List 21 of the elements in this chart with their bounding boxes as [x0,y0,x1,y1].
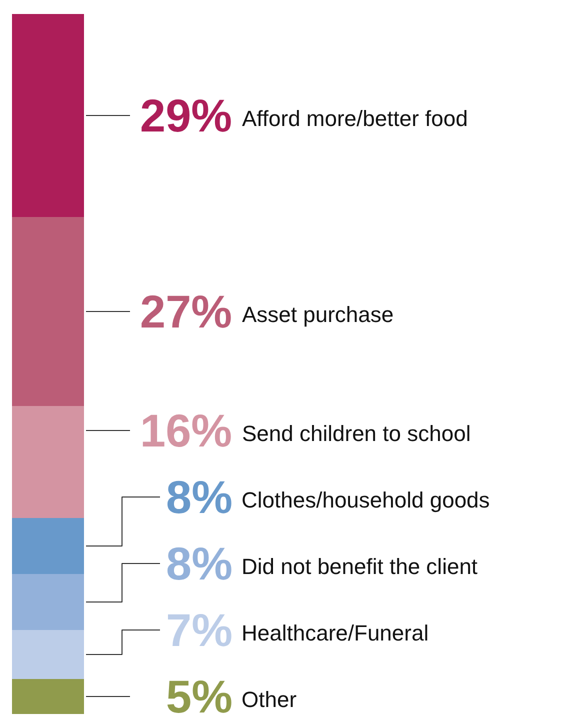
data-label: 8% [166,538,232,590]
bar [12,518,84,574]
data-label: 29% [140,90,232,142]
text: Asset purchase [242,302,394,327]
text: Other [242,687,297,712]
bar [12,406,84,518]
bar [12,630,84,679]
data-label: 16% [140,404,232,456]
data-label: 5% [166,670,232,722]
bar [12,574,84,630]
bar [12,679,84,714]
data-label: 8% [166,471,232,523]
bar [12,14,84,217]
text: Did not benefit the client [242,554,478,579]
data-label: 27% [140,286,232,338]
text: Send children to school [242,421,471,446]
bar [12,217,84,406]
text: Afford more/better food [242,106,468,131]
text: Healthcare/Funeral [242,620,429,646]
data-label: 7% [166,604,232,656]
text: Clothes/household goods [242,488,490,512]
